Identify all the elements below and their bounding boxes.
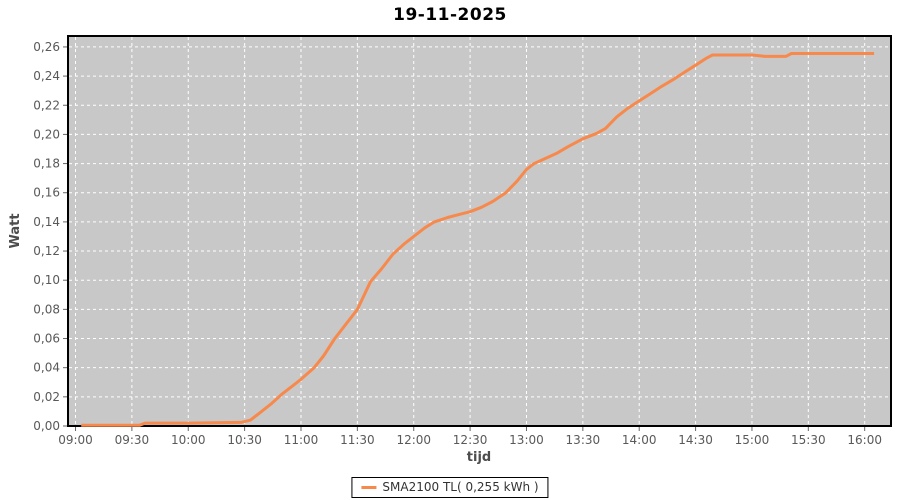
- x-tick-label: 09:30: [115, 433, 150, 447]
- x-axis-title: tijd: [467, 450, 491, 465]
- chart-plot: 09:00 09:30 10:00 10:30 11:00 11:30 12:00 12:30…: [8, 35, 892, 465]
- x-tick-label: 09:00: [58, 433, 93, 447]
- y-tick-label: 0,20: [33, 127, 60, 141]
- y-tick-label: 0,08: [33, 302, 60, 316]
- x-tick-label: 15:30: [791, 433, 826, 447]
- x-tick-label: 16:00: [847, 433, 882, 447]
- legend: SMA2100 TL( 0,255 kWh ): [351, 477, 549, 498]
- y-tick-label: 0,22: [33, 98, 60, 112]
- y-tick-label: 0,00: [33, 419, 60, 433]
- x-tick-label: 14:00: [622, 433, 657, 447]
- y-axis-tick-labels: 0,00 0,02 0,04 0,06 0,08 0,10 0,12 0,14 0,16 0,18…: [33, 40, 60, 433]
- x-tick-label: 15:00: [735, 433, 770, 447]
- x-tick-label: 10:30: [227, 433, 262, 447]
- axis-tick-marks: [63, 46, 866, 431]
- y-tick-label: 0,02: [33, 390, 60, 404]
- x-tick-label: 12:00: [396, 433, 431, 447]
- x-tick-label: 10:00: [171, 433, 206, 447]
- plot-background: [67, 35, 892, 427]
- y-tick-label: 0,24: [33, 69, 60, 83]
- y-tick-label: 0,04: [33, 361, 60, 375]
- x-tick-label: 13:00: [509, 433, 544, 447]
- legend-label: SMA2100 TL( 0,255 kWh ): [382, 480, 539, 494]
- y-tick-label: 0,14: [33, 215, 60, 229]
- y-tick-label: 0,12: [33, 244, 60, 258]
- x-tick-label: 11:30: [340, 433, 375, 447]
- x-tick-label: 12:30: [453, 433, 488, 447]
- y-tick-label: 0,06: [33, 332, 60, 346]
- x-tick-label: 14:30: [678, 433, 713, 447]
- x-tick-label: 13:30: [566, 433, 601, 447]
- x-tick-label: 11:00: [284, 433, 319, 447]
- chart-title: 19-11-2025: [393, 5, 507, 25]
- y-tick-label: 0,16: [33, 186, 60, 200]
- grid-lines: [69, 37, 890, 425]
- x-axis-tick-labels: 09:00 09:30 10:00 10:30 11:00 11:30 12:00 12:30…: [58, 433, 882, 447]
- y-tick-label: 0,26: [33, 40, 60, 54]
- y-tick-label: 0,18: [33, 157, 60, 171]
- series-line: [81, 52, 875, 427]
- y-tick-label: 0,10: [33, 273, 60, 287]
- legend-line-swatch: [361, 485, 377, 489]
- y-axis-title: Watt: [8, 213, 23, 248]
